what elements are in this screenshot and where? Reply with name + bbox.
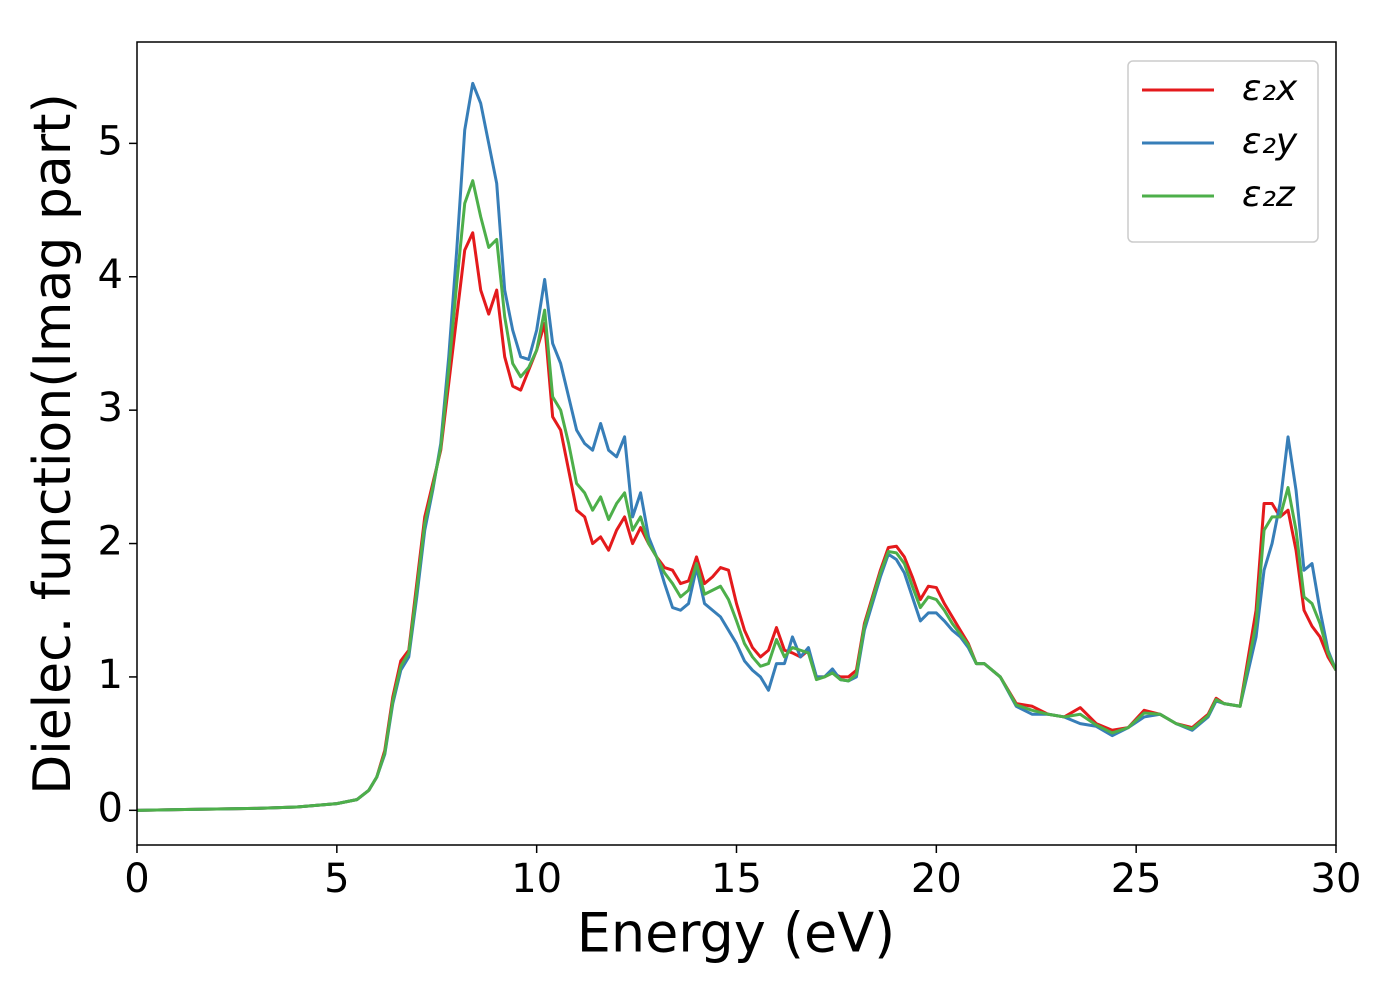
x-tick-label: 25 — [1111, 856, 1162, 902]
line-series — [137, 231, 1336, 812]
y-tick-label: 5 — [98, 118, 123, 164]
y-tick-label: 0 — [98, 785, 123, 831]
y-axis-label: Dielec. function(Imag part) — [23, 93, 83, 795]
legend-label: ε₂z — [1242, 174, 1296, 215]
x-tick-label: 20 — [911, 856, 962, 902]
y-tick-label: 2 — [98, 519, 123, 565]
line-series — [137, 179, 1336, 812]
y-tick-label: 1 — [98, 652, 123, 698]
x-axis-label: Energy (eV) — [577, 902, 896, 965]
x-tick-label: 5 — [324, 856, 349, 902]
legend-label: ε₂x — [1242, 68, 1298, 109]
y-tick-label: 3 — [98, 385, 123, 431]
legend-label: ε₂y — [1242, 121, 1298, 162]
x-tick-label: 15 — [711, 856, 762, 902]
x-tick-label: 10 — [511, 856, 562, 902]
x-tick-label: 0 — [124, 856, 149, 902]
y-tick-label: 4 — [98, 252, 123, 298]
x-tick-label: 30 — [1311, 856, 1362, 902]
plot-frame — [136, 41, 1337, 846]
